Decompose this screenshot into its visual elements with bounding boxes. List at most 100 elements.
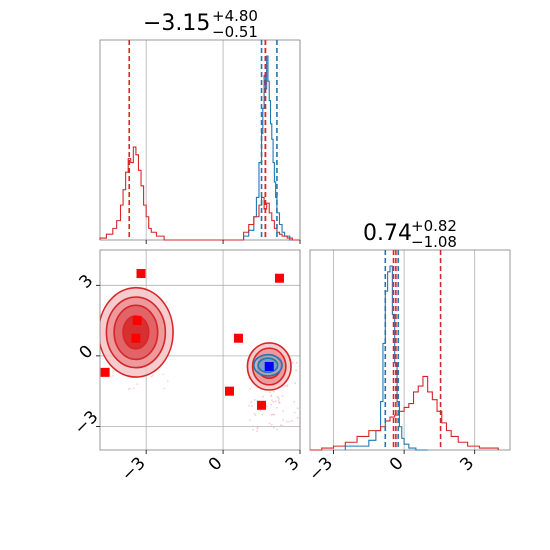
joint-y-tick-label-1: 0 bbox=[76, 341, 98, 363]
sample-dot bbox=[293, 411, 296, 414]
marker-point-4 bbox=[233, 333, 243, 343]
joint-x-tick-label-2: 3 bbox=[282, 453, 304, 475]
sample-dot bbox=[163, 387, 166, 390]
sample-dot bbox=[270, 403, 273, 406]
sample-dot bbox=[256, 430, 259, 433]
sample-dot bbox=[272, 401, 275, 403]
histogram-secondary bbox=[344, 265, 428, 451]
marker-point-3 bbox=[131, 333, 141, 343]
x-param-title-sup: +4.80 bbox=[212, 7, 258, 25]
joint-panel: −3 0 3 −3 0 3 bbox=[71, 249, 304, 485]
sample-dot bbox=[249, 419, 251, 422]
sample-dot bbox=[253, 413, 256, 415]
sample-dot bbox=[281, 424, 284, 427]
y-param-title: 0.74 +0.82 −1.08 bbox=[363, 217, 457, 251]
sample-dot bbox=[285, 420, 288, 423]
sample-dot bbox=[273, 426, 275, 429]
x-marginal-panel bbox=[99, 39, 301, 244]
joint-plot-area bbox=[100, 286, 299, 433]
marker-point-6 bbox=[224, 386, 234, 396]
sample-dot bbox=[294, 382, 297, 385]
joint-x-tick-label-1: 0 bbox=[205, 453, 227, 475]
sample-dot bbox=[276, 395, 279, 398]
sample-dot bbox=[291, 419, 293, 422]
x-param-title: −3.15 +4.80 −0.51 bbox=[143, 7, 258, 41]
sample-dot bbox=[277, 397, 280, 399]
contour-primary-0 bbox=[100, 286, 174, 378]
sample-dot bbox=[128, 387, 131, 390]
histogram-primary bbox=[310, 375, 499, 451]
sample-dot bbox=[268, 422, 271, 425]
marker-point-2 bbox=[132, 316, 142, 326]
sample-dot bbox=[286, 385, 288, 387]
axes-frame bbox=[309, 249, 511, 451]
marker-point-7 bbox=[257, 400, 267, 410]
x-tick-label-0: −3 bbox=[305, 453, 337, 485]
sample-dot bbox=[271, 413, 274, 416]
contour-level-3 bbox=[122, 315, 150, 350]
histogram-secondary bbox=[243, 55, 300, 241]
sample-dot bbox=[295, 369, 298, 372]
sample-dot bbox=[262, 395, 264, 398]
marker-point-1 bbox=[274, 273, 284, 283]
x-tick-label-2: 3 bbox=[456, 453, 478, 475]
x-param-title-sub: −0.51 bbox=[212, 23, 258, 41]
sample-dot bbox=[252, 428, 254, 431]
sample-dot bbox=[250, 401, 253, 403]
sample-dot bbox=[295, 361, 298, 364]
joint-axes-frame bbox=[99, 249, 301, 451]
sample-dot bbox=[254, 414, 257, 417]
sample-dot bbox=[162, 373, 164, 376]
sample-dot bbox=[274, 400, 277, 403]
sample-dot bbox=[166, 380, 169, 383]
sample-dot bbox=[248, 404, 250, 407]
sample-dot bbox=[136, 383, 138, 385]
sample-dot bbox=[252, 425, 254, 428]
sample-dot bbox=[270, 395, 273, 398]
histogram-primary bbox=[99, 146, 300, 241]
sample-dot bbox=[112, 370, 115, 373]
y-param-title-main: 0.74 bbox=[363, 221, 412, 246]
marker-point-5 bbox=[100, 367, 110, 377]
y-param-title-sup: +0.82 bbox=[411, 217, 457, 235]
sample-dot bbox=[281, 395, 284, 397]
sample-dot bbox=[284, 385, 287, 387]
sample-dot bbox=[270, 399, 273, 402]
sample-dot bbox=[296, 416, 299, 419]
marker-point-0 bbox=[136, 269, 146, 279]
sample-dot bbox=[296, 407, 299, 410]
sample-dot bbox=[261, 413, 264, 416]
joint-x-tick-label-0: −3 bbox=[118, 453, 150, 485]
sample-dot bbox=[277, 399, 280, 401]
sample-dot bbox=[151, 374, 154, 377]
sample-dot bbox=[279, 424, 282, 426]
sample-dot bbox=[251, 405, 253, 407]
sample-dot bbox=[288, 420, 291, 423]
sample-dot bbox=[276, 428, 279, 431]
sample-dot bbox=[132, 387, 135, 390]
sample-dot bbox=[275, 406, 278, 409]
sample-dot bbox=[256, 427, 259, 430]
x-param-title-main: −3.15 bbox=[143, 11, 210, 36]
sample-dot bbox=[278, 401, 281, 404]
sample-dot bbox=[293, 400, 296, 403]
joint-y-tick-label-0: −3 bbox=[71, 407, 103, 439]
sample-dot bbox=[249, 387, 252, 390]
sample-dot bbox=[273, 413, 276, 416]
x-tick-label-1: 0 bbox=[386, 453, 408, 475]
sample-dot bbox=[282, 419, 285, 421]
truth-point bbox=[264, 361, 274, 371]
sample-dot bbox=[291, 361, 294, 364]
y-marginal-panel: −3 0 3 bbox=[305, 249, 511, 485]
sample-dot bbox=[270, 423, 273, 426]
joint-y-tick-label-2: 3 bbox=[76, 271, 98, 293]
sample-dot bbox=[282, 410, 285, 413]
sample-dot bbox=[150, 375, 153, 378]
sample-dot bbox=[254, 398, 256, 401]
sample-dot bbox=[259, 409, 262, 412]
sample-dot bbox=[165, 301, 168, 303]
sample-dot bbox=[272, 390, 275, 393]
y-param-title-sub: −1.08 bbox=[411, 233, 457, 251]
sample-dot bbox=[265, 405, 268, 408]
